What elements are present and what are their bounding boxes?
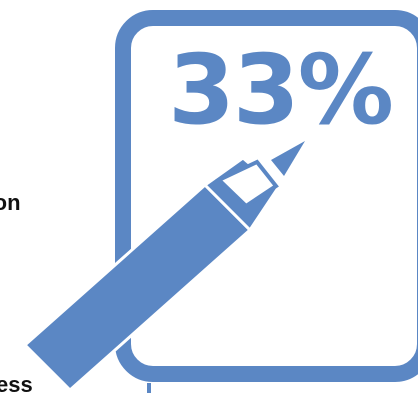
pencil-body — [22, 141, 305, 393]
side-label-2: ion — [0, 281, 1, 307]
side-label-1: ation — [0, 190, 21, 215]
percentage-value: 33% — [168, 34, 394, 146]
axis-tick — [147, 383, 151, 393]
side-label-3: ess — [0, 372, 33, 393]
